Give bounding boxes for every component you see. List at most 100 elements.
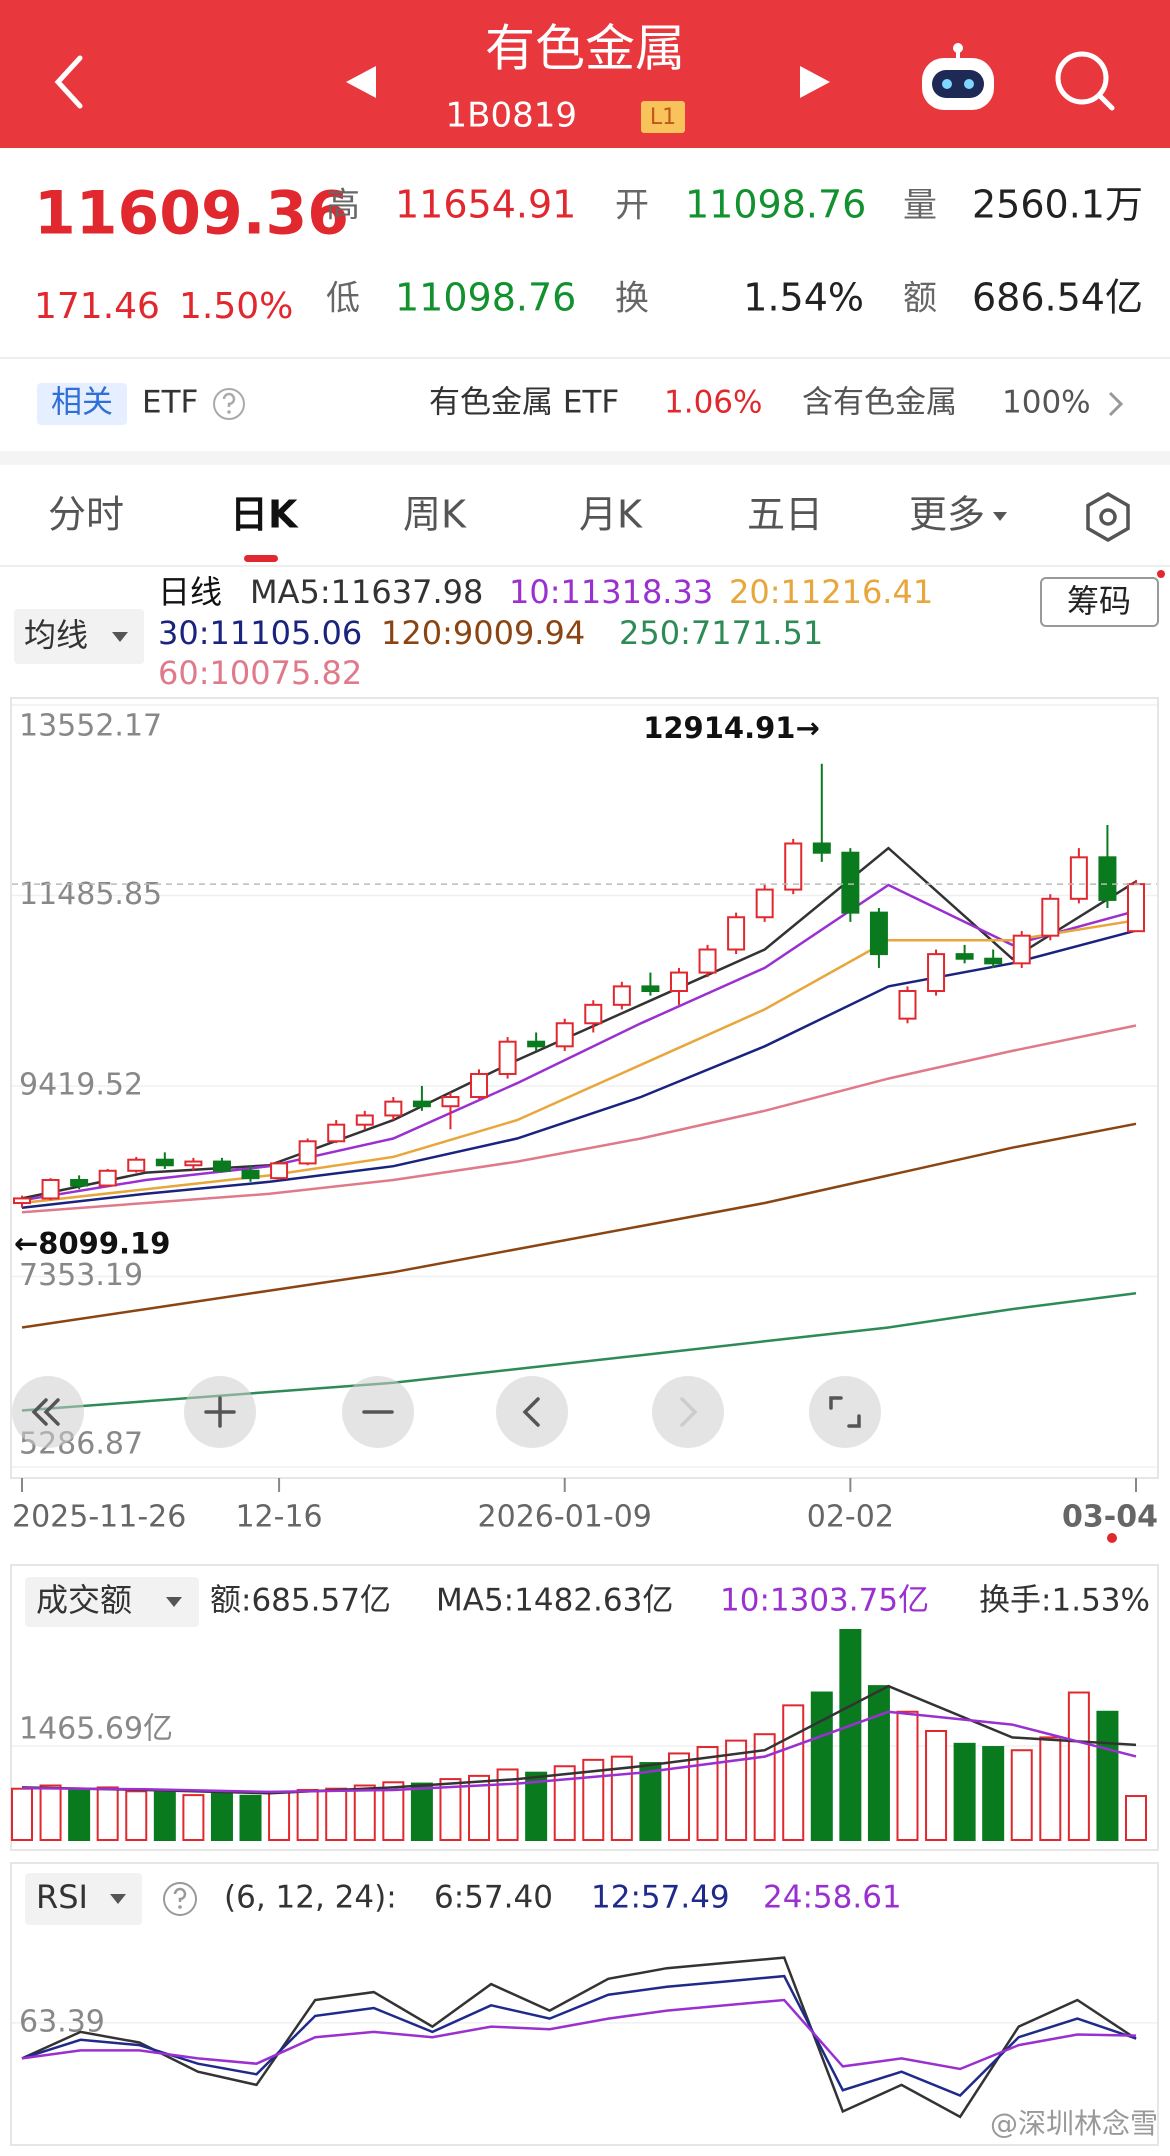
legend-entry: 30:11105.06 — [158, 614, 362, 652]
candle-body — [155, 1158, 174, 1167]
notice-dot — [1107, 1533, 1117, 1543]
legend-entry: 60:10075.82 — [158, 654, 362, 692]
period-tab[interactable]: 月K — [579, 493, 643, 537]
candle-body — [927, 953, 946, 992]
legend-entry: 250:7171.51 — [619, 614, 823, 652]
volume-bar — [1010, 1749, 1033, 1842]
volume-bar — [525, 1771, 548, 1842]
period-tab[interactable]: 分时 — [48, 493, 124, 537]
price-change-pct: 1.50% — [179, 286, 293, 327]
icon-next — [680, 1397, 698, 1427]
volume-bar — [210, 1792, 233, 1842]
help-icon[interactable] — [163, 1882, 197, 1916]
volume-selector[interactable] — [25, 1577, 199, 1627]
candle-body — [298, 1140, 317, 1165]
rsi-selector[interactable] — [25, 1873, 142, 1925]
candle-body — [1012, 934, 1031, 965]
candle-body — [812, 842, 831, 854]
period-tab[interactable]: 更多 — [909, 493, 985, 537]
indicator-line — [21, 929, 1137, 1209]
quote-field-label: 量 — [903, 186, 937, 226]
stock-title: 有色金属 — [485, 20, 685, 78]
volume-bar — [325, 1787, 348, 1842]
volume-bar — [382, 1781, 405, 1841]
x-tick-label: 03-04 — [1062, 1500, 1158, 1535]
legend-entry: 24:58.61 — [763, 1880, 902, 1916]
indicator-selector[interactable] — [14, 609, 144, 664]
volume-bar — [1096, 1710, 1119, 1841]
indicator-line — [21, 919, 1137, 1205]
candle-body — [527, 1040, 546, 1048]
indicator-line — [21, 1122, 1137, 1329]
candle-body — [412, 1100, 431, 1108]
x-tick-label: 2025-11-26 — [12, 1500, 186, 1535]
period-tab[interactable]: 日K — [230, 493, 299, 537]
candle-body — [841, 851, 860, 914]
indicator-line — [21, 1710, 1137, 1794]
etf-more-chevron[interactable] — [1108, 391, 1124, 417]
dropdown-arrow — [993, 512, 1007, 521]
volume-bar — [639, 1762, 662, 1842]
volume-bar — [925, 1730, 948, 1841]
level-badge — [641, 101, 685, 133]
chip-button[interactable] — [1040, 577, 1159, 627]
dropdown-arrow — [166, 1597, 182, 1607]
candle-body — [470, 1072, 489, 1099]
search-button[interactable] — [1055, 51, 1115, 111]
period-tab[interactable]: 五日 — [747, 493, 823, 537]
last-price: 11609.36 — [34, 179, 349, 249]
rsi-params: (6, 12, 24): — [224, 1880, 397, 1916]
quote-field-label: 开 — [615, 186, 649, 226]
price-change: 171.46 — [34, 286, 160, 327]
legend-entry: 10:1303.75亿 — [720, 1583, 929, 1619]
prev-stock-button[interactable] — [346, 66, 376, 98]
quote-field-value: 11654.91 — [395, 183, 576, 227]
candle-body — [641, 985, 660, 992]
assistant-icon[interactable] — [922, 43, 994, 110]
volume-bar — [125, 1790, 148, 1842]
candle-body — [755, 888, 774, 919]
candle-body — [441, 1096, 460, 1108]
candle-body — [498, 1040, 517, 1075]
legend-entry: 12:57.49 — [591, 1880, 730, 1916]
legend-entry: 10:11318.33 — [509, 573, 713, 611]
next-stock-button[interactable] — [800, 66, 830, 98]
period-tab[interactable]: 周K — [403, 493, 467, 537]
volume-bar — [1125, 1795, 1147, 1841]
active-tab-indicator — [244, 555, 278, 562]
notice-dot — [1157, 570, 1165, 578]
y-tick-label: 1465.69亿 — [19, 1712, 173, 1747]
x-tick-label: 02-02 — [807, 1500, 894, 1535]
candle-body — [984, 957, 1003, 965]
candle-body — [98, 1169, 117, 1187]
settings-icon[interactable] — [1086, 491, 1130, 543]
back-button[interactable] — [54, 55, 83, 109]
candle-body — [955, 953, 974, 960]
icon-zoom-in — [204, 1396, 236, 1428]
help-icon[interactable] — [213, 388, 245, 420]
indicator-line — [21, 846, 1137, 1200]
rsi-title: RSI — [36, 1878, 88, 1916]
rsi-chart-frame — [10, 1862, 1159, 2146]
volume-bar — [182, 1794, 205, 1842]
candle-body — [898, 989, 917, 1020]
volume-bar — [839, 1629, 862, 1841]
candle-body — [1098, 856, 1117, 901]
period-label: 日线 — [158, 573, 222, 611]
candle-body — [1041, 897, 1060, 937]
volume-bar — [439, 1778, 462, 1842]
volume-bar — [239, 1794, 262, 1841]
candle-body — [584, 1003, 603, 1025]
y-tick-label: 11485.85 — [19, 877, 162, 912]
etf-name[interactable]: 有色金属 ETF — [429, 385, 619, 421]
turnover-label: 换手:1.53% — [979, 1583, 1150, 1619]
candle-body — [127, 1158, 146, 1172]
chart-control-button[interactable] — [496, 1376, 568, 1448]
legend-entry: 20:11216.41 — [729, 573, 933, 611]
volume-bar — [96, 1786, 119, 1842]
level-text: L1 — [650, 105, 676, 130]
chart-control-button[interactable] — [809, 1376, 881, 1448]
chart-control-button[interactable] — [652, 1376, 724, 1448]
